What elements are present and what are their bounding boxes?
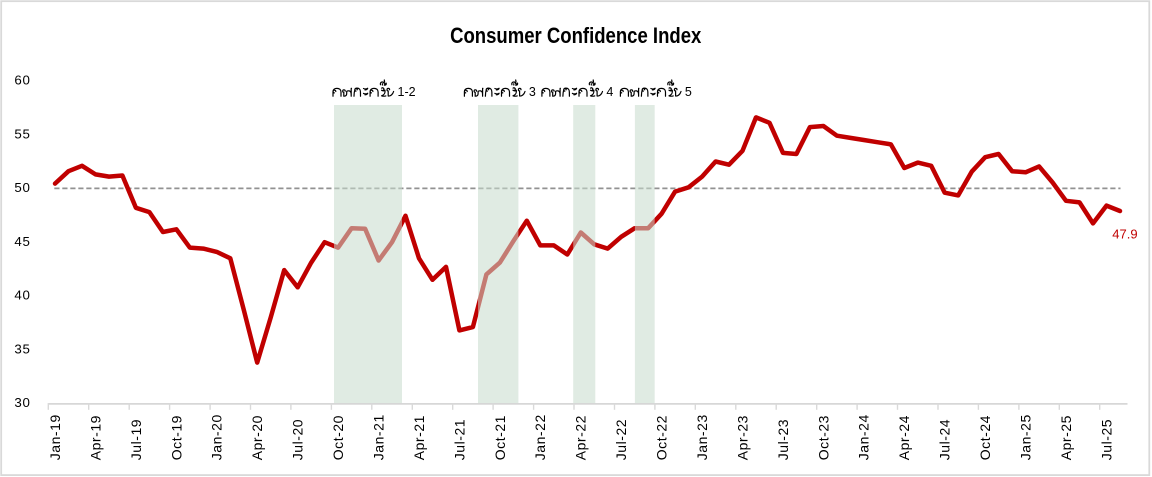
svg-text:Jan-20: Jan-20 — [209, 414, 225, 460]
svg-text:Apr-21: Apr-21 — [411, 415, 427, 460]
svg-text:Oct-24: Oct-24 — [977, 415, 993, 460]
svg-text:Jul-25: Jul-25 — [1098, 419, 1114, 460]
svg-text:Jul-22: Jul-22 — [613, 419, 629, 460]
svg-text:40: 40 — [14, 288, 30, 303]
svg-text:Jan-24: Jan-24 — [856, 414, 872, 460]
svg-text:Jan-21: Jan-21 — [371, 414, 387, 460]
svg-text:45: 45 — [14, 234, 30, 249]
svg-text:Apr-24: Apr-24 — [896, 415, 912, 460]
svg-text:Jul-24: Jul-24 — [937, 419, 953, 460]
svg-text:1-2: 1-2 — [398, 85, 416, 99]
svg-text:Apr-23: Apr-23 — [734, 415, 750, 460]
svg-text:Oct-22: Oct-22 — [654, 415, 670, 460]
svg-text:Oct-21: Oct-21 — [492, 415, 508, 460]
svg-text:Jan-22: Jan-22 — [532, 414, 548, 460]
svg-text:35: 35 — [14, 341, 30, 356]
svg-text:Jan-19: Jan-19 — [47, 414, 63, 460]
svg-text:Jul-19: Jul-19 — [128, 419, 144, 460]
svg-text:Jan-23: Jan-23 — [694, 414, 710, 460]
svg-text:Oct-20: Oct-20 — [330, 415, 346, 460]
svg-text:Consumer Confidence Index: Consumer Confidence Index — [450, 25, 702, 49]
svg-text:Apr-25: Apr-25 — [1058, 415, 1074, 460]
svg-text:Apr-22: Apr-22 — [573, 415, 589, 460]
svg-text:Jul-23: Jul-23 — [775, 419, 791, 460]
svg-text:Apr-19: Apr-19 — [87, 415, 103, 460]
svg-text:5: 5 — [685, 85, 692, 99]
svg-text:Jan-25: Jan-25 — [1018, 414, 1034, 460]
svg-text:47.9: 47.9 — [1112, 226, 1137, 241]
svg-text:Oct-19: Oct-19 — [168, 415, 184, 460]
svg-text:4: 4 — [606, 85, 613, 99]
svg-text:55: 55 — [14, 126, 30, 141]
svg-text:Jul-21: Jul-21 — [451, 419, 467, 460]
svg-text:Oct-23: Oct-23 — [815, 415, 831, 460]
svg-text:50: 50 — [14, 180, 30, 195]
svg-text:Apr-20: Apr-20 — [249, 415, 265, 460]
svg-text:60: 60 — [14, 73, 30, 88]
svg-text:Jul-20: Jul-20 — [290, 419, 306, 460]
svg-text:30: 30 — [14, 395, 30, 410]
svg-text:3: 3 — [529, 85, 536, 99]
